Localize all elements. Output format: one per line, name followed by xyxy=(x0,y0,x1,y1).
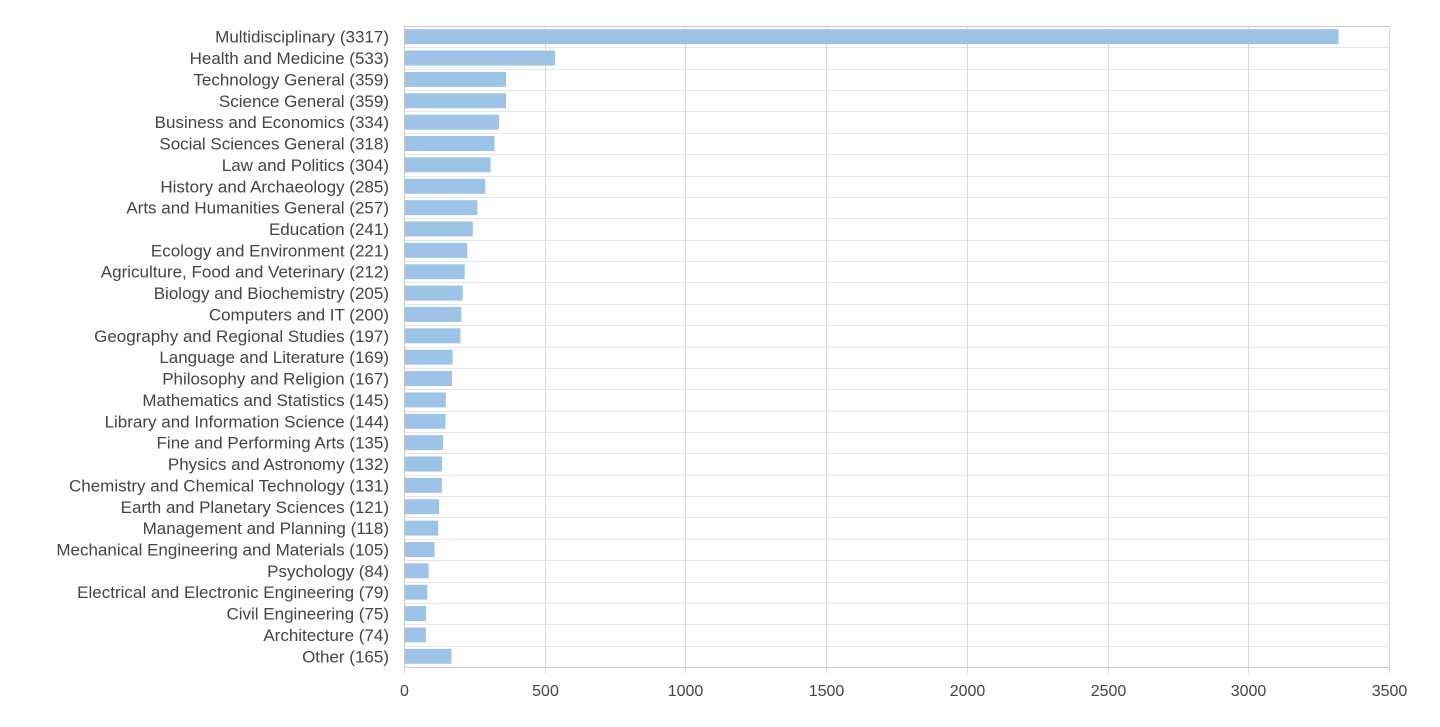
bar xyxy=(405,200,478,216)
category-label: Civil Engineering (75) xyxy=(226,605,389,624)
bar xyxy=(405,606,427,622)
category-label: Chemistry and Chemical Technology (131) xyxy=(69,476,389,495)
bar xyxy=(405,136,495,151)
bar xyxy=(405,114,499,130)
category-label: Mathematics and Statistics (145) xyxy=(142,391,389,410)
category-label: Health and Medicine (533) xyxy=(190,49,389,68)
category-label: Philosophy and Religion (167) xyxy=(162,370,389,389)
bar xyxy=(405,157,491,173)
bar xyxy=(405,584,428,600)
bar xyxy=(405,306,462,322)
bar xyxy=(405,499,440,515)
category-labels: Multidisciplinary (3317) Health and Medic… xyxy=(56,28,389,667)
category-label: Fine and Performing Arts (135) xyxy=(157,434,389,453)
bar xyxy=(405,221,473,237)
category-label: Agriculture, Food and Veterinary (212) xyxy=(101,263,389,282)
category-label: Social Sciences General (318) xyxy=(159,135,389,154)
bar xyxy=(405,349,453,365)
category-label: Earth and Planetary Sciences (121) xyxy=(121,498,389,517)
category-label: Computers and IT (200) xyxy=(209,305,389,324)
bar xyxy=(405,71,507,87)
category-label: Management and Planning (118) xyxy=(143,519,389,538)
category-label: Business and Economics (334) xyxy=(155,113,389,132)
x-tick-label: 1500 xyxy=(809,683,845,700)
x-tick-label: 3500 xyxy=(1372,683,1408,700)
bar xyxy=(405,285,463,301)
x-tick-label: 3000 xyxy=(1231,683,1267,700)
bar xyxy=(405,648,452,664)
bar xyxy=(405,456,443,472)
category-label: Architecture (74) xyxy=(263,626,389,645)
category-label: Law and Politics (304) xyxy=(222,156,389,175)
category-label: Electrical and Electronic Engineering (7… xyxy=(77,583,389,602)
category-label: Education (241) xyxy=(269,220,389,239)
bar xyxy=(405,392,446,408)
bar xyxy=(405,29,1339,45)
bar xyxy=(405,477,442,493)
category-label: Other (165) xyxy=(302,647,389,666)
bar xyxy=(405,264,465,280)
category-label: Mechanical Engineering and Materials (10… xyxy=(56,540,389,559)
category-label: Library and Information Science (144) xyxy=(105,412,389,431)
category-label: Psychology (84) xyxy=(267,562,389,581)
bar xyxy=(405,627,426,643)
bar xyxy=(405,520,439,536)
category-label: Science General (359) xyxy=(219,92,389,111)
category-label: History and Archaeology (285) xyxy=(160,177,389,196)
x-axis-tick-labels: 0 500 1000 1500 2000 2500 3000 3500 xyxy=(400,683,1407,700)
bar xyxy=(405,542,435,557)
category-label: Technology General (359) xyxy=(193,70,389,89)
bar xyxy=(405,563,429,579)
category-label: Physics and Astronomy (132) xyxy=(168,455,389,474)
axes xyxy=(404,26,1389,668)
category-label: Multidisciplinary (3317) xyxy=(215,28,389,47)
category-label: Language and Literature (169) xyxy=(159,348,389,367)
bar xyxy=(405,242,468,258)
category-label: Geography and Regional Studies (197) xyxy=(94,327,389,346)
bars xyxy=(405,29,1339,664)
category-label: Arts and Humanities General (257) xyxy=(126,199,389,218)
bar xyxy=(405,93,507,109)
bar xyxy=(405,328,461,344)
category-label: Biology and Biochemistry (205) xyxy=(154,284,389,303)
bar xyxy=(405,371,452,387)
bar xyxy=(405,435,443,451)
x-tick-label: 1000 xyxy=(668,683,704,700)
category-label: Ecology and Environment (221) xyxy=(151,241,389,260)
bar xyxy=(405,413,446,429)
x-tick-label: 500 xyxy=(532,683,559,700)
bar xyxy=(405,178,486,194)
x-tick-label: 2000 xyxy=(950,683,986,700)
x-tick-label: 2500 xyxy=(1091,683,1127,700)
grid-lines xyxy=(404,26,1390,673)
bar xyxy=(405,50,556,66)
x-tick-label: 0 xyxy=(400,683,409,700)
